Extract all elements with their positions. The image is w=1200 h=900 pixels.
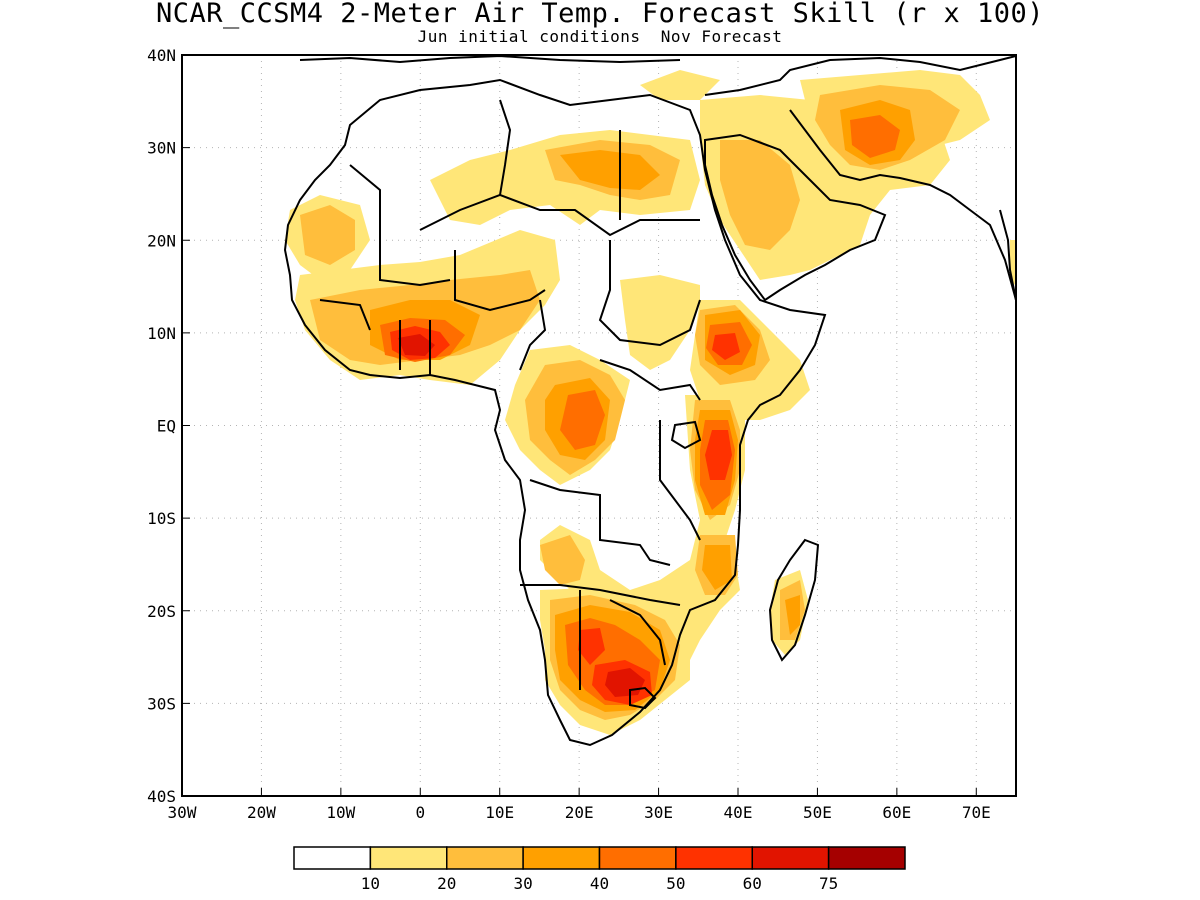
lat-tick-label: EQ (157, 417, 176, 436)
legend-swatch (293, 846, 372, 870)
latitude-ticks: 40N 30N 20N 10N EQ 10S 20S 30S 40S (147, 46, 190, 806)
lat-tick-label: 40S (147, 787, 176, 806)
chart-title: NCAR_CCSM4 2-Meter Air Temp. Forecast Sk… (155, 0, 1045, 29)
legend-swatch (751, 846, 830, 870)
legend-label: 75 (819, 874, 838, 893)
legend-label: 60 (743, 874, 762, 893)
lon-tick-label: 30E (644, 803, 673, 822)
legend-swatch (522, 846, 601, 870)
lon-tick-label: 10W (326, 803, 355, 822)
skill-shading (285, 70, 1016, 735)
lon-tick-label: 20E (565, 803, 594, 822)
lon-tick-label: 60E (882, 803, 911, 822)
lon-tick-label: 20W (247, 803, 276, 822)
coastlines-and-borders (283, 55, 1016, 747)
legend-label: 40 (590, 874, 609, 893)
lon-tick-label: 70E (962, 803, 991, 822)
lat-tick-label: 10S (147, 509, 176, 528)
lat-tick-label: 40N (147, 46, 176, 65)
chart-subtitle: Jun initial conditions Nov Forecast (417, 27, 783, 46)
lon-tick-label: 30W (168, 803, 197, 822)
lon-tick-label: 0 (415, 803, 425, 822)
lat-tick-label: 30S (147, 694, 176, 713)
lon-tick-label: 40E (724, 803, 753, 822)
longitude-ticks: 30W 20W 10W 0 10E 20E 30E 40E 50E 60E 70E (168, 788, 991, 822)
legend-label: 20 (437, 874, 456, 893)
legend-swatch (675, 846, 753, 870)
lon-tick-label: 50E (803, 803, 832, 822)
legend-swatch (369, 846, 448, 870)
color-legend: 10 20 30 40 50 60 75 (293, 846, 906, 893)
legend-label: 30 (513, 874, 532, 893)
legend-label: 50 (666, 874, 685, 893)
lat-tick-label: 30N (147, 139, 176, 158)
legend-swatch (446, 846, 524, 870)
lat-tick-label: 20N (147, 231, 176, 250)
lat-tick-label: 10N (147, 324, 176, 343)
legend-label: 10 (361, 874, 380, 893)
legend-swatch (827, 846, 906, 870)
lon-tick-label: 10E (485, 803, 514, 822)
legend-swatch (598, 846, 677, 870)
lat-tick-label: 20S (147, 602, 176, 621)
